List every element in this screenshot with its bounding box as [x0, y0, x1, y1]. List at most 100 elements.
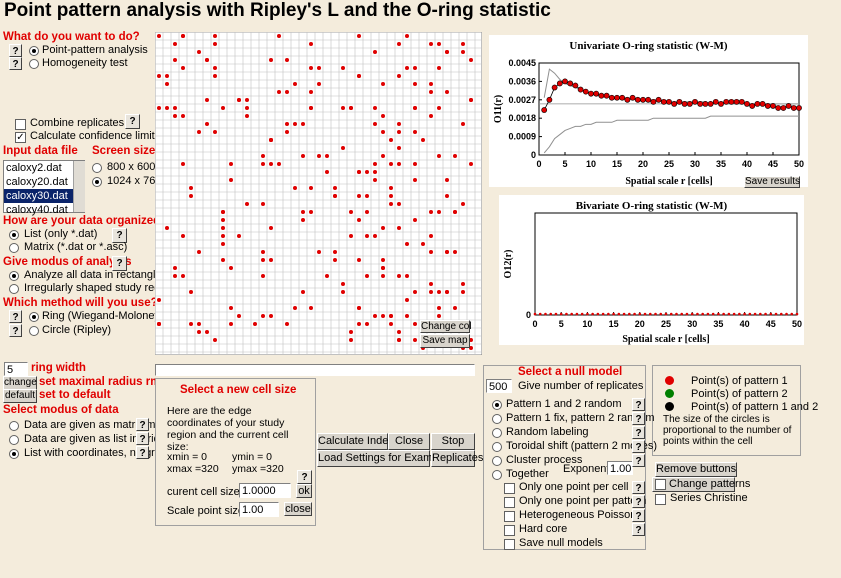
list-item[interactable]: caloxy30.dat [4, 189, 84, 203]
series-christine-checkbox[interactable] [655, 494, 666, 505]
radio-point-pattern[interactable] [29, 46, 39, 56]
help-icon[interactable]: ? [112, 228, 127, 243]
help-icon[interactable]: ? [297, 470, 312, 484]
change-patterns-button[interactable]: Change patterns [652, 477, 750, 492]
null-model-radio[interactable] [492, 442, 502, 452]
confidence-limits-checkbox[interactable]: ✓ [15, 132, 26, 143]
data-point [669, 312, 673, 316]
help-icon[interactable]: ? [9, 57, 22, 70]
null-model-radio[interactable] [492, 428, 502, 438]
combine-replicates-checkbox[interactable] [15, 119, 26, 130]
map-point [317, 66, 321, 70]
map-point [221, 258, 225, 262]
close-button[interactable]: Close [388, 433, 430, 450]
radio-list-coords[interactable] [9, 449, 19, 459]
status-field[interactable] [155, 364, 475, 376]
null-model-checkbox[interactable] [504, 525, 515, 536]
ok-button[interactable]: ok [296, 484, 312, 498]
help-icon[interactable]: ? [125, 114, 140, 129]
null-model-radio[interactable] [492, 414, 502, 424]
radio-analyze-all[interactable] [9, 271, 19, 281]
change-patterns-checkbox[interactable] [655, 479, 666, 490]
x-tick-label: 10 [582, 319, 592, 329]
exponent-input[interactable]: 1.00 [607, 461, 633, 475]
radio-list-grid[interactable] [9, 435, 19, 445]
null-model-checkbox[interactable] [504, 483, 515, 494]
default-label: set to default [39, 389, 111, 401]
data-point [718, 100, 724, 107]
help-icon[interactable]: ? [632, 495, 645, 508]
help-icon[interactable]: ? [9, 310, 22, 323]
replicates-button[interactable]: Replicates [431, 450, 483, 467]
file-list[interactable]: caloxy2.dat caloxy20.dat caloxy30.dat ca… [3, 160, 85, 216]
map-point [189, 194, 193, 198]
data-point [572, 82, 579, 89]
save-map-button[interactable]: Save map [420, 334, 470, 348]
remove-buttons-button[interactable]: Remove buttons [655, 462, 737, 477]
radio-matrix[interactable] [9, 243, 19, 253]
map-point [285, 322, 289, 326]
null-model-checkbox[interactable] [504, 497, 515, 508]
stop-button[interactable]: Stop [431, 433, 475, 450]
help-icon[interactable]: ? [632, 523, 645, 536]
radio-circle[interactable] [29, 326, 39, 336]
radio-homogeneity[interactable] [29, 59, 39, 69]
map-point [157, 322, 161, 326]
load-settings-button[interactable]: Load Settings for Example [317, 450, 447, 467]
null-model-checkbox[interactable] [504, 511, 515, 522]
help-icon[interactable]: ? [136, 446, 149, 459]
data-point [538, 312, 542, 316]
list-item[interactable]: caloxy20.dat [6, 176, 68, 188]
calculate-index-button[interactable]: Calculate Index [317, 433, 394, 450]
help-icon[interactable]: ? [632, 509, 645, 522]
radio-irregular[interactable] [9, 284, 19, 294]
change-button[interactable]: change [3, 376, 37, 390]
help-icon[interactable]: ? [632, 440, 645, 453]
null-model-radio[interactable] [492, 456, 502, 466]
help-icon[interactable]: ? [136, 432, 149, 445]
change-col-button[interactable]: Change col [420, 320, 472, 333]
radio-1024[interactable] [92, 177, 102, 187]
null-model-radio[interactable] [492, 400, 502, 410]
radio-800[interactable] [92, 163, 102, 173]
data-point [759, 100, 766, 107]
map-point [413, 290, 417, 294]
save-results-button[interactable]: Save results [744, 176, 801, 188]
map-point [157, 106, 161, 110]
map-point [229, 322, 233, 326]
cell-size-input[interactable]: 1.0000 [239, 483, 291, 498]
default-button[interactable]: default [3, 389, 37, 403]
help-icon[interactable]: ? [112, 256, 127, 271]
data-point [775, 105, 782, 111]
replicates-input[interactable]: 500 [486, 379, 512, 393]
help-icon[interactable]: ? [9, 324, 22, 337]
scale-point-input[interactable]: 1.00 [239, 502, 279, 517]
list-item[interactable]: caloxy40.dat [6, 204, 68, 216]
help-icon[interactable]: ? [136, 418, 149, 431]
help-icon[interactable]: ? [632, 412, 645, 425]
list-item[interactable]: caloxy2.dat [6, 162, 62, 174]
radio-list[interactable] [9, 230, 19, 240]
null-model-radio[interactable] [492, 470, 502, 480]
ring-width-input[interactable]: 5 [4, 362, 28, 376]
help-icon[interactable]: ? [632, 398, 645, 411]
radio-ring[interactable] [29, 312, 39, 322]
map-point [381, 154, 385, 158]
data-point [586, 312, 589, 316]
help-icon[interactable]: ? [9, 44, 22, 57]
scrollbar[interactable] [73, 161, 85, 212]
map-point [261, 154, 265, 158]
radio-matrix-map[interactable] [9, 421, 19, 431]
help-icon[interactable]: ? [632, 454, 645, 467]
point-map[interactable] [155, 32, 482, 355]
map-point [357, 258, 361, 262]
map-point [349, 234, 353, 238]
map-point [413, 106, 417, 110]
map-point [317, 82, 321, 86]
null-model-checkbox[interactable] [504, 539, 515, 550]
close-cell-button[interactable]: close [284, 502, 312, 516]
help-icon[interactable]: ? [632, 481, 645, 494]
legend-note: The size of the circles is proportional … [663, 414, 792, 447]
help-icon[interactable]: ? [632, 426, 645, 439]
data-point [748, 312, 752, 316]
